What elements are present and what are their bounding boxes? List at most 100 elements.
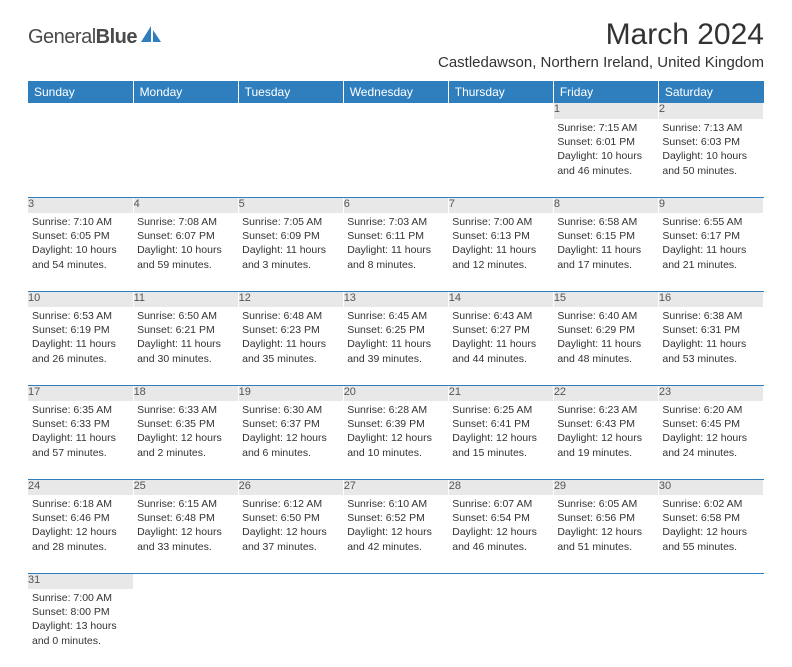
week-body-row: Sunrise: 6:35 AMSunset: 6:33 PMDaylight:…: [28, 401, 764, 479]
day-cell: Sunrise: 7:08 AMSunset: 6:07 PMDaylight:…: [133, 213, 238, 291]
day-cell-body: Sunrise: 6:18 AMSunset: 6:46 PMDaylight:…: [28, 495, 133, 558]
daylight-text: Daylight: 11 hours and 35 minutes.: [242, 337, 339, 365]
month-title: March 2024: [438, 18, 764, 52]
sunrise-text: Sunrise: 7:05 AM: [242, 215, 339, 229]
day-cell: [448, 119, 553, 197]
sunset-text: Sunset: 6:23 PM: [242, 323, 339, 337]
day-cell: Sunrise: 7:15 AMSunset: 6:01 PMDaylight:…: [553, 119, 658, 197]
day-cell-body: Sunrise: 7:00 AMSunset: 6:13 PMDaylight:…: [448, 213, 553, 276]
sunset-text: Sunset: 6:11 PM: [347, 229, 444, 243]
day-number: 23: [658, 385, 763, 401]
day-cell-body: [238, 119, 343, 125]
day-number: 5: [238, 197, 343, 213]
day-cell-body: Sunrise: 6:20 AMSunset: 6:45 PMDaylight:…: [658, 401, 763, 464]
day-number: 30: [658, 479, 763, 495]
day-cell-body: Sunrise: 6:43 AMSunset: 6:27 PMDaylight:…: [448, 307, 553, 370]
sunrise-text: Sunrise: 6:45 AM: [347, 309, 444, 323]
daylight-text: Daylight: 11 hours and 21 minutes.: [662, 243, 759, 271]
sunrise-text: Sunrise: 6:05 AM: [557, 497, 654, 511]
day-number: [133, 573, 238, 589]
day-number: [658, 573, 763, 589]
day-number: 8: [553, 197, 658, 213]
logo-text: GeneralBlue: [28, 26, 137, 49]
sunset-text: Sunset: 6:13 PM: [452, 229, 549, 243]
sunrise-text: Sunrise: 6:35 AM: [32, 403, 129, 417]
day-cell: [133, 119, 238, 197]
sunset-text: Sunset: 6:35 PM: [137, 417, 234, 431]
daylight-text: Daylight: 12 hours and 51 minutes.: [557, 525, 654, 553]
daylight-text: Daylight: 12 hours and 46 minutes.: [452, 525, 549, 553]
logo-sail-icon: [141, 26, 163, 49]
sunrise-text: Sunrise: 6:55 AM: [662, 215, 759, 229]
day-cell: [553, 589, 658, 667]
day-number: 10: [28, 291, 133, 307]
day-header-row: Sunday Monday Tuesday Wednesday Thursday…: [28, 81, 764, 103]
sunset-text: Sunset: 6:56 PM: [557, 511, 654, 525]
week-body-row: Sunrise: 6:18 AMSunset: 6:46 PM Daylight:…: [28, 495, 764, 573]
daylight-text: Daylight: 11 hours and 39 minutes.: [347, 337, 444, 365]
sunset-text: Sunset: 6:33 PM: [32, 417, 129, 431]
location: Castledawson, Northern Ireland, United K…: [438, 54, 764, 71]
daylight-text: Daylight: 11 hours and 26 minutes.: [32, 337, 129, 365]
week-body-row: Sunrise: 7:15 AMSunset: 6:01 PMDaylight:…: [28, 119, 764, 197]
sunset-text: Sunset: 6:37 PM: [242, 417, 339, 431]
day-cell-body: Sunrise: 6:53 AMSunset: 6:19 PMDaylight:…: [28, 307, 133, 370]
day-number: 20: [343, 385, 448, 401]
sunset-text: Sunset: 6:48 PM: [137, 511, 234, 525]
day-number: 4: [133, 197, 238, 213]
day-header: Sunday: [28, 81, 133, 103]
day-cell: Sunrise: 6:23 AMSunset: 6:43 PMDaylight:…: [553, 401, 658, 479]
sunrise-text: Sunrise: 6:58 AM: [557, 215, 654, 229]
day-number: 14: [448, 291, 553, 307]
day-number: [448, 573, 553, 589]
day-number: 19: [238, 385, 343, 401]
sunset-text: Sunset: 6:46 PM: [32, 511, 129, 525]
day-cell: Sunrise: 6:45 AMSunset: 6:25 PMDaylight:…: [343, 307, 448, 385]
daylight-text: Daylight: 12 hours and 2 minutes.: [137, 431, 234, 459]
daylight-text: Daylight: 10 hours and 54 minutes.: [32, 243, 129, 271]
day-number: 28: [448, 479, 553, 495]
day-cell: Sunrise: 6:40 AMSunset: 6:29 PMDaylight:…: [553, 307, 658, 385]
day-cell-body: [133, 589, 238, 595]
sunrise-text: Sunrise: 7:13 AM: [662, 121, 759, 135]
daylight-text: Daylight: 12 hours and 6 minutes.: [242, 431, 339, 459]
sunrise-text: Sunrise: 6:53 AM: [32, 309, 129, 323]
day-cell: Sunrise: 6:53 AMSunset: 6:19 PMDaylight:…: [28, 307, 133, 385]
daylight-text: Daylight: 10 hours and 59 minutes.: [137, 243, 234, 271]
day-number: [133, 103, 238, 119]
sunrise-text: Sunrise: 7:08 AM: [137, 215, 234, 229]
day-cell-body: Sunrise: 7:00 AMSunset: 8:00 PMDaylight:…: [28, 589, 133, 652]
day-number: [28, 103, 133, 119]
day-cell-body: Sunrise: 6:48 AMSunset: 6:23 PMDaylight:…: [238, 307, 343, 370]
day-cell-body: Sunrise: 6:25 AMSunset: 6:41 PMDaylight:…: [448, 401, 553, 464]
day-number: 24: [28, 479, 133, 495]
sunrise-text: Sunrise: 6:40 AM: [557, 309, 654, 323]
logo-part2: Blue: [96, 26, 137, 48]
day-cell-body: [448, 119, 553, 125]
sunrise-text: Sunrise: 6:23 AM: [557, 403, 654, 417]
daylight-text: Daylight: 10 hours and 46 minutes.: [557, 149, 654, 177]
day-cell-body: Sunrise: 6:10 AMSunset: 6:52 PMDaylight:…: [343, 495, 448, 558]
day-number: 3: [28, 197, 133, 213]
day-number: 9: [658, 197, 763, 213]
sunset-text: Sunset: 6:43 PM: [557, 417, 654, 431]
day-cell: Sunrise: 7:00 AMSunset: 8:00 PMDaylight:…: [28, 589, 133, 667]
day-cell: Sunrise: 7:13 AMSunset: 6:03 PMDaylight:…: [658, 119, 763, 197]
daylight-text: Daylight: 12 hours and 15 minutes.: [452, 431, 549, 459]
daylight-text: Daylight: 11 hours and 12 minutes.: [452, 243, 549, 271]
day-cell: Sunrise: 6:15 AMSunset: 6:48 PMDaylight:…: [133, 495, 238, 573]
day-cell-body: [133, 119, 238, 125]
day-number: [553, 573, 658, 589]
sunset-text: Sunset: 6:50 PM: [242, 511, 339, 525]
day-number: 18: [133, 385, 238, 401]
day-cell-body: Sunrise: 6:55 AMSunset: 6:17 PMDaylight:…: [658, 213, 763, 276]
daylight-text: Daylight: 11 hours and 57 minutes.: [32, 431, 129, 459]
sunset-text: Sunset: 6:58 PM: [662, 511, 759, 525]
day-cell-body: Sunrise: 6:58 AMSunset: 6:15 PMDaylight:…: [553, 213, 658, 276]
sunset-text: Sunset: 6:41 PM: [452, 417, 549, 431]
day-number: 12: [238, 291, 343, 307]
sunrise-text: Sunrise: 6:18 AM: [32, 497, 129, 511]
day-cell-body: [28, 119, 133, 125]
sunset-text: Sunset: 6:45 PM: [662, 417, 759, 431]
day-number: 13: [343, 291, 448, 307]
